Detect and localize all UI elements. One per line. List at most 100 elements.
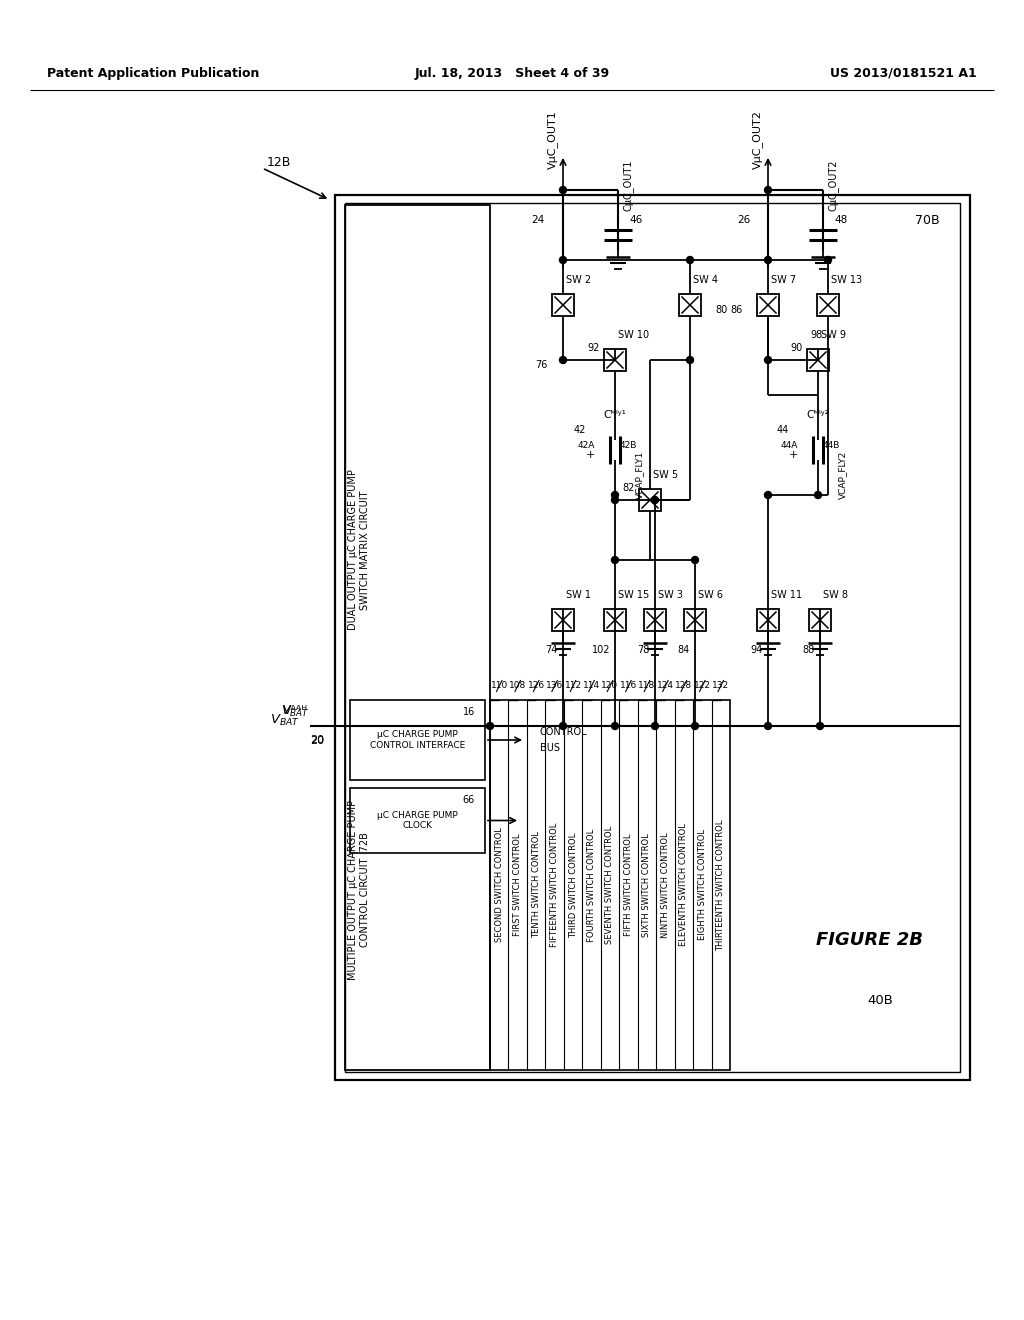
Text: VCAP_FLY1: VCAP_FLY1 — [635, 451, 644, 499]
Text: CµC_OUT2: CµC_OUT2 — [828, 160, 839, 211]
Text: µC CHARGE PUMP
CLOCK: µC CHARGE PUMP CLOCK — [377, 810, 458, 830]
Text: TENTH SWITCH CONTROL: TENTH SWITCH CONTROL — [531, 832, 541, 939]
Text: DUAL OUTPUT µC CHARGE PUMP
SWITCH MATRIX CIRCUIT: DUAL OUTPUT µC CHARGE PUMP SWITCH MATRIX… — [348, 470, 370, 631]
Bar — [644, 609, 666, 631]
Text: $V_{BAT}$: $V_{BAT}$ — [270, 713, 300, 727]
Text: SW 11: SW 11 — [771, 590, 802, 601]
Text: 110: 110 — [490, 681, 508, 690]
Text: VCAP_FLY2: VCAP_FLY2 — [838, 451, 847, 499]
Text: FOURTH SWITCH CONTROL: FOURTH SWITCH CONTROL — [587, 829, 596, 941]
Text: 44A: 44A — [780, 441, 798, 450]
Text: 132: 132 — [713, 681, 729, 690]
Circle shape — [559, 356, 566, 363]
Text: SW 7: SW 7 — [771, 275, 796, 285]
Text: 24: 24 — [531, 215, 545, 224]
Text: Cᴹˡʸ¹: Cᴹˡʸ¹ — [603, 411, 627, 420]
Text: 46: 46 — [630, 215, 643, 224]
Bar — [809, 609, 831, 631]
Text: 12B: 12B — [267, 157, 292, 169]
Text: ELEVENTH SWITCH CONTROL: ELEVENTH SWITCH CONTROL — [679, 824, 688, 946]
Bar — [552, 294, 574, 315]
Text: Patent Application Publication: Patent Application Publication — [47, 66, 259, 79]
Text: 44B: 44B — [823, 441, 841, 450]
Bar — [817, 294, 839, 315]
Text: 112: 112 — [564, 681, 582, 690]
Text: SW 15: SW 15 — [618, 590, 649, 601]
Bar — [807, 348, 829, 371]
Text: µC CHARGE PUMP
CONTROL INTERFACE: µC CHARGE PUMP CONTROL INTERFACE — [370, 730, 465, 750]
Text: 20: 20 — [310, 737, 325, 746]
Bar — [684, 609, 706, 631]
Circle shape — [559, 722, 566, 730]
Bar — [604, 609, 626, 631]
Text: CONTROL: CONTROL — [540, 727, 588, 737]
Circle shape — [559, 256, 566, 264]
Bar — [604, 348, 626, 371]
Text: 114: 114 — [583, 681, 600, 690]
Circle shape — [486, 722, 494, 730]
Text: 108: 108 — [509, 681, 526, 690]
Circle shape — [651, 496, 658, 503]
Text: 120: 120 — [601, 681, 618, 690]
Text: 26: 26 — [736, 215, 750, 224]
Text: 90: 90 — [791, 343, 803, 352]
Circle shape — [765, 356, 771, 363]
Text: 42B: 42B — [620, 441, 637, 450]
Circle shape — [765, 722, 771, 730]
Text: 44: 44 — [777, 425, 790, 436]
Bar — [757, 609, 779, 631]
Bar — [552, 609, 574, 631]
Text: NINTH SWITCH CONTROL: NINTH SWITCH CONTROL — [660, 832, 670, 937]
Text: SW 8: SW 8 — [823, 590, 848, 601]
Circle shape — [686, 256, 693, 264]
Text: 40B: 40B — [867, 994, 893, 1006]
Circle shape — [611, 722, 618, 730]
Bar — [345, 205, 490, 1071]
Text: THIRTEENTH SWITCH CONTROL: THIRTEENTH SWITCH CONTROL — [716, 820, 725, 950]
Text: 42A: 42A — [578, 441, 595, 450]
Text: 74: 74 — [546, 645, 558, 655]
Text: 92: 92 — [588, 343, 600, 352]
Text: +: + — [788, 450, 798, 459]
Text: SECOND SWITCH CONTROL: SECOND SWITCH CONTROL — [495, 828, 504, 942]
Text: FIFTEENTH SWITCH CONTROL: FIFTEENTH SWITCH CONTROL — [550, 822, 559, 948]
Text: 86: 86 — [731, 305, 743, 315]
Text: 88: 88 — [803, 645, 815, 655]
Circle shape — [691, 557, 698, 564]
Bar — [639, 488, 662, 511]
Circle shape — [765, 256, 771, 264]
Circle shape — [611, 491, 618, 499]
Text: 116: 116 — [620, 681, 637, 690]
Text: MULTIPLE OUTPUT µC CHARGE PUMP
CONTROL CIRCUIT  72B: MULTIPLE OUTPUT µC CHARGE PUMP CONTROL C… — [348, 800, 370, 979]
Text: FIFTH SWITCH CONTROL: FIFTH SWITCH CONTROL — [624, 834, 633, 936]
Bar — [757, 294, 779, 315]
Text: 48: 48 — [835, 215, 848, 224]
Text: 128: 128 — [675, 681, 692, 690]
Text: 20: 20 — [310, 735, 325, 744]
Text: FIGURE 2B: FIGURE 2B — [816, 931, 924, 949]
Text: VµC_OUT1: VµC_OUT1 — [547, 111, 558, 169]
Circle shape — [686, 356, 693, 363]
Circle shape — [814, 491, 821, 499]
Circle shape — [651, 722, 658, 730]
Circle shape — [765, 491, 771, 499]
Text: 78: 78 — [638, 645, 650, 655]
Text: 126: 126 — [527, 681, 545, 690]
Text: CµC_OUT1: CµC_OUT1 — [623, 160, 634, 211]
Text: 118: 118 — [638, 681, 655, 690]
Bar — [335, 195, 970, 1080]
Circle shape — [816, 722, 823, 730]
Text: 42: 42 — [573, 425, 586, 436]
Circle shape — [824, 256, 831, 264]
Text: 82: 82 — [623, 483, 635, 492]
Text: 84: 84 — [678, 645, 690, 655]
Text: Vᴬᴬᴴ: Vᴬᴬᴴ — [283, 705, 307, 718]
Text: SW 13: SW 13 — [831, 275, 862, 285]
Bar — [490, 700, 730, 1071]
Text: SW 6: SW 6 — [698, 590, 723, 601]
Text: SW 10: SW 10 — [618, 330, 649, 341]
Circle shape — [765, 186, 771, 194]
Circle shape — [691, 722, 698, 730]
Text: 136: 136 — [546, 681, 563, 690]
Bar — [350, 700, 485, 780]
